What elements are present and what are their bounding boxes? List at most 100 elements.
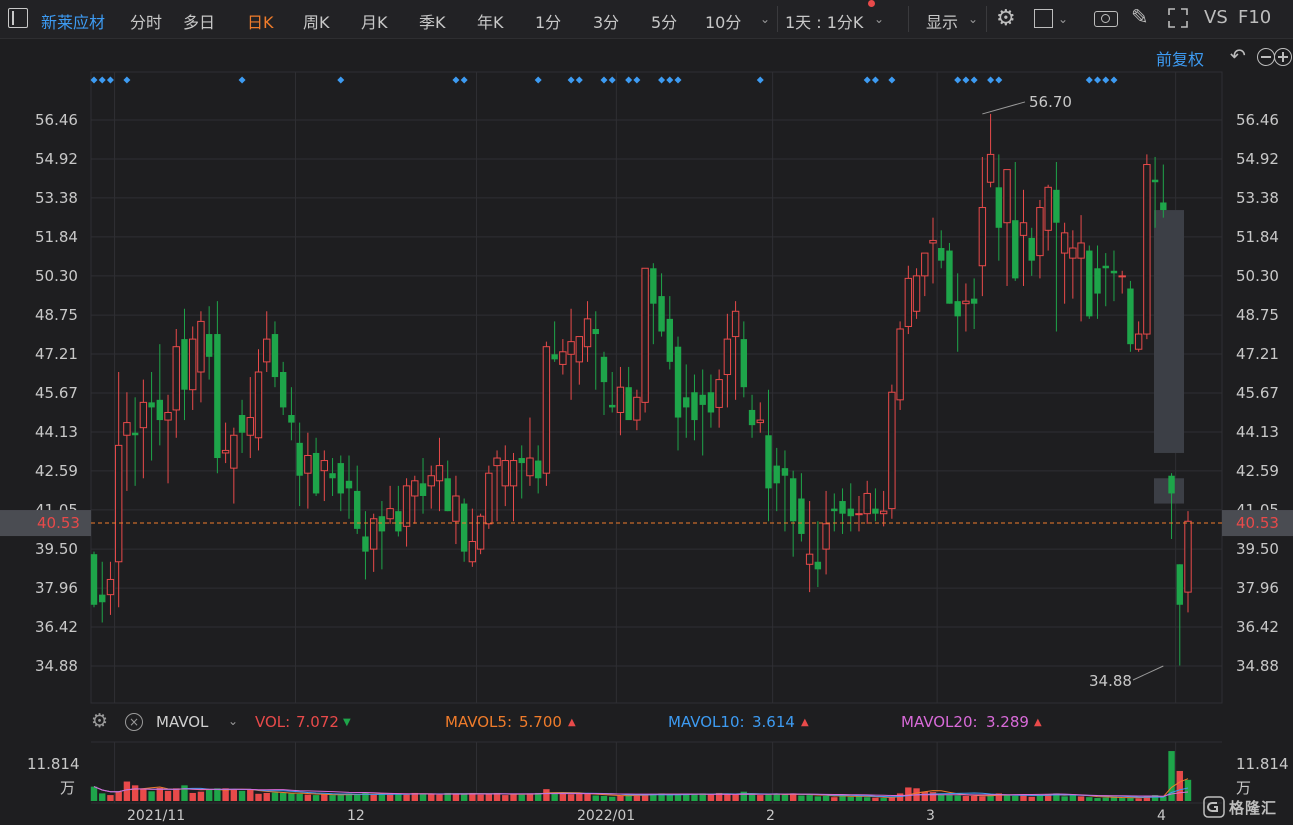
tab-period-5[interactable]: 季K — [419, 13, 446, 32]
candle-body — [106, 578, 115, 596]
tab-period-10[interactable]: 10分 — [705, 13, 742, 32]
signal-marker — [970, 76, 978, 84]
camera-icon[interactable] — [1094, 11, 1118, 27]
tab-period-0[interactable]: 分时 — [130, 13, 163, 32]
fullscreen-icon[interactable] — [1168, 8, 1188, 28]
stock-name[interactable]: 新莱应材 — [41, 13, 106, 32]
pencil-icon[interactable]: ✎ — [1131, 5, 1149, 29]
indicator-chevron-icon[interactable]: ⌄ — [228, 714, 239, 728]
signal-marker — [633, 76, 641, 84]
shape-chevron-icon[interactable]: ⌄ — [1058, 12, 1069, 26]
sidebar-toggle-icon[interactable] — [8, 8, 28, 28]
volume-bar — [757, 795, 764, 801]
y-tick-label-left: 48.75 — [35, 306, 78, 324]
square-shape-icon[interactable] — [1034, 9, 1053, 28]
volume-bar — [222, 788, 229, 801]
interval-chevron-icon[interactable]: ⌄ — [874, 12, 885, 26]
display-chevron-icon[interactable]: ⌄ — [968, 12, 979, 26]
zoom-in-icon[interactable] — [1274, 48, 1292, 66]
signal-marker — [658, 76, 666, 84]
volume-bar — [650, 793, 657, 801]
candle-body — [978, 207, 987, 267]
signal-marker — [123, 76, 131, 84]
volume-bar — [271, 792, 279, 801]
candle-body — [1184, 520, 1192, 593]
candle-body — [1094, 268, 1101, 294]
candle-body — [452, 495, 460, 522]
volume-bar — [164, 790, 172, 801]
volume-bar — [864, 797, 871, 801]
candle-body — [616, 386, 625, 413]
y-tick-label-left: 42.59 — [35, 462, 78, 480]
f10-button[interactable]: F10 — [1238, 7, 1272, 28]
volume-max-label-right: 11.814 — [1236, 755, 1289, 773]
signal-marker — [238, 76, 246, 84]
volume-bar — [641, 794, 649, 801]
gear-icon[interactable]: ⚙ — [91, 710, 109, 732]
tab-period-4[interactable]: 月K — [361, 13, 388, 32]
tab-period-7[interactable]: 1分 — [535, 13, 562, 32]
candle-body — [518, 458, 525, 464]
y-tick-label-left: 47.21 — [35, 345, 78, 363]
volume-bar — [633, 794, 641, 801]
tab-period-2[interactable]: 日K — [247, 13, 274, 32]
candle-body — [526, 457, 534, 477]
candle-body — [938, 248, 945, 261]
y-tick-label-left: 51.84 — [35, 228, 78, 246]
volume-bar — [1143, 795, 1151, 801]
candle-body — [296, 442, 303, 476]
signal-marker — [460, 76, 468, 84]
volume-bar — [304, 794, 312, 801]
volume-bar — [576, 793, 583, 801]
volume-bar — [288, 793, 295, 801]
candle-body — [189, 338, 197, 391]
volume-bar — [699, 793, 706, 801]
candle-body — [633, 396, 641, 421]
candle-body — [329, 473, 336, 479]
tab-period-3[interactable]: 周K — [303, 13, 330, 32]
ma10-label: MAVOL10: — [668, 713, 745, 731]
signal-marker — [608, 76, 616, 84]
period-more-chevron-icon[interactable]: ⌄ — [760, 12, 771, 26]
candle-body — [1028, 237, 1035, 261]
close-icon[interactable]: × — [125, 713, 143, 731]
volume-bar — [970, 795, 978, 801]
volume-bar — [724, 794, 731, 801]
candle-body — [896, 328, 904, 401]
volume-bar — [847, 796, 854, 801]
y-tick-label-left: 50.30 — [35, 267, 78, 285]
x-tick-label: 4 — [1157, 808, 1166, 824]
volume-bar — [789, 793, 797, 801]
current-price-badge-left — [0, 510, 91, 537]
adjust-mode-button[interactable]: 前复权 — [1156, 50, 1205, 69]
display-menu[interactable]: 显示 — [926, 13, 959, 32]
signal-marker — [575, 76, 583, 84]
candle-body — [609, 404, 616, 408]
indicator-name[interactable]: MAVOL — [156, 713, 209, 731]
volume-bar — [247, 789, 254, 801]
candle-body — [476, 515, 485, 550]
candle-body — [320, 460, 329, 472]
candle-body — [1134, 333, 1143, 350]
interval-selector[interactable]: 1天 : 1分K — [785, 13, 864, 32]
tab-period-8[interactable]: 3分 — [593, 13, 620, 32]
vs-button[interactable]: VS — [1204, 7, 1228, 28]
gear-icon[interactable]: ⚙ — [996, 6, 1016, 31]
volume-bar — [296, 793, 303, 801]
candle-body — [172, 346, 180, 411]
current-price-badge-right — [1222, 510, 1293, 537]
candle-body — [279, 372, 287, 408]
y-tick-label-left: 44.13 — [35, 423, 78, 441]
signal-marker — [90, 76, 98, 84]
tab-period-1[interactable]: 多日 — [183, 13, 216, 32]
candle-body — [699, 394, 706, 405]
volume-bar — [173, 788, 180, 801]
tab-period-9[interactable]: 5分 — [651, 13, 678, 32]
volume-bar — [625, 794, 632, 801]
volume-bar — [929, 792, 937, 801]
undo-icon[interactable]: ↶ — [1230, 45, 1246, 67]
volume-bar — [855, 796, 863, 801]
tab-period-6[interactable]: 年K — [477, 13, 504, 32]
candle-body — [756, 419, 764, 424]
